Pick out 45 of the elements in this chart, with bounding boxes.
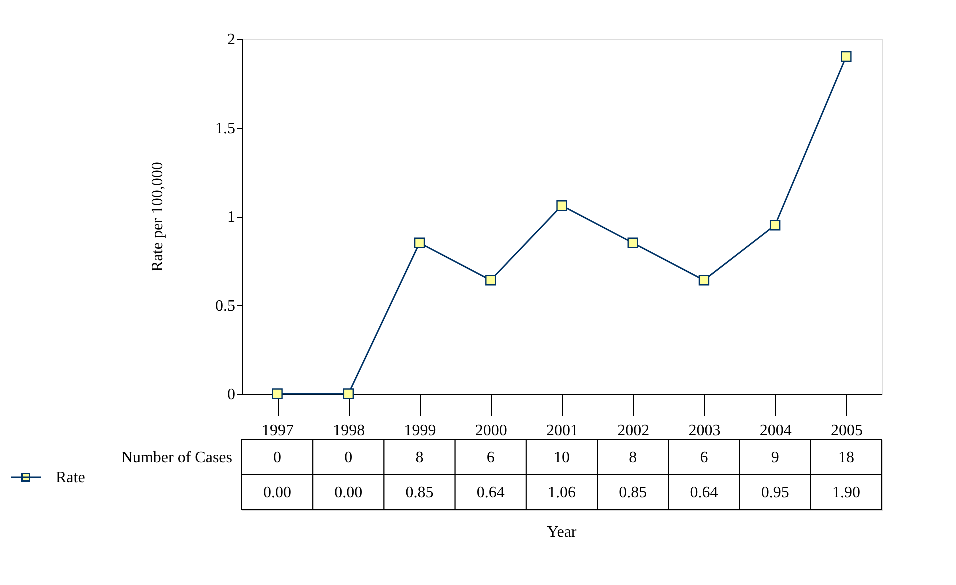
point	[272, 388, 283, 400]
y-tick-label: 0	[228, 386, 236, 404]
data-label: 0.64	[476, 484, 505, 502]
data-label: 1.06	[548, 484, 576, 502]
text: Number of Cases	[121, 450, 232, 466]
text: 9	[771, 450, 780, 466]
point	[486, 275, 496, 286]
text: 18	[838, 450, 854, 466]
data-label: 0.85	[406, 484, 434, 502]
x-tick-label: 2002	[618, 422, 650, 440]
point	[698, 275, 710, 286]
x-tick-label: 2003	[688, 422, 721, 440]
data-label: 0.00	[264, 484, 292, 502]
legend-label: Rate	[56, 470, 86, 486]
y-tick-label: 2	[228, 32, 236, 48]
point	[841, 51, 852, 62]
y-tick-label: 0.5	[216, 298, 236, 315]
x-tick-label: 2004	[760, 422, 792, 440]
x-tick-label: 2005	[830, 422, 863, 440]
point	[556, 200, 568, 212]
text: 6	[700, 450, 708, 466]
y-axis-title: Rate per 100,000	[150, 162, 166, 272]
x-tick-label: 1999	[404, 422, 436, 440]
text: 0	[344, 450, 353, 466]
x-tick-label: 2001	[546, 422, 578, 440]
data-label: 0.00	[334, 484, 363, 502]
text: Year	[547, 524, 578, 541]
point	[414, 238, 426, 248]
y-tick-label: 1	[228, 209, 236, 226]
x-tick-label: 1998	[333, 422, 366, 440]
point	[770, 220, 781, 231]
data-label: 0.85	[619, 484, 648, 502]
point	[343, 388, 354, 400]
data-label: 1.90	[832, 484, 860, 502]
text: 8	[416, 450, 424, 466]
text: 6	[486, 450, 495, 466]
text: 10	[554, 450, 570, 466]
text: 8	[629, 450, 638, 466]
y-tick-label: 1.5	[216, 120, 236, 138]
data-label: 0.64	[690, 484, 718, 502]
x-tick-label: 1997	[262, 422, 294, 440]
point	[628, 238, 638, 248]
text: 0	[274, 450, 282, 466]
x-tick-label: 2000	[475, 422, 508, 440]
data-label: 0.95	[761, 484, 790, 502]
